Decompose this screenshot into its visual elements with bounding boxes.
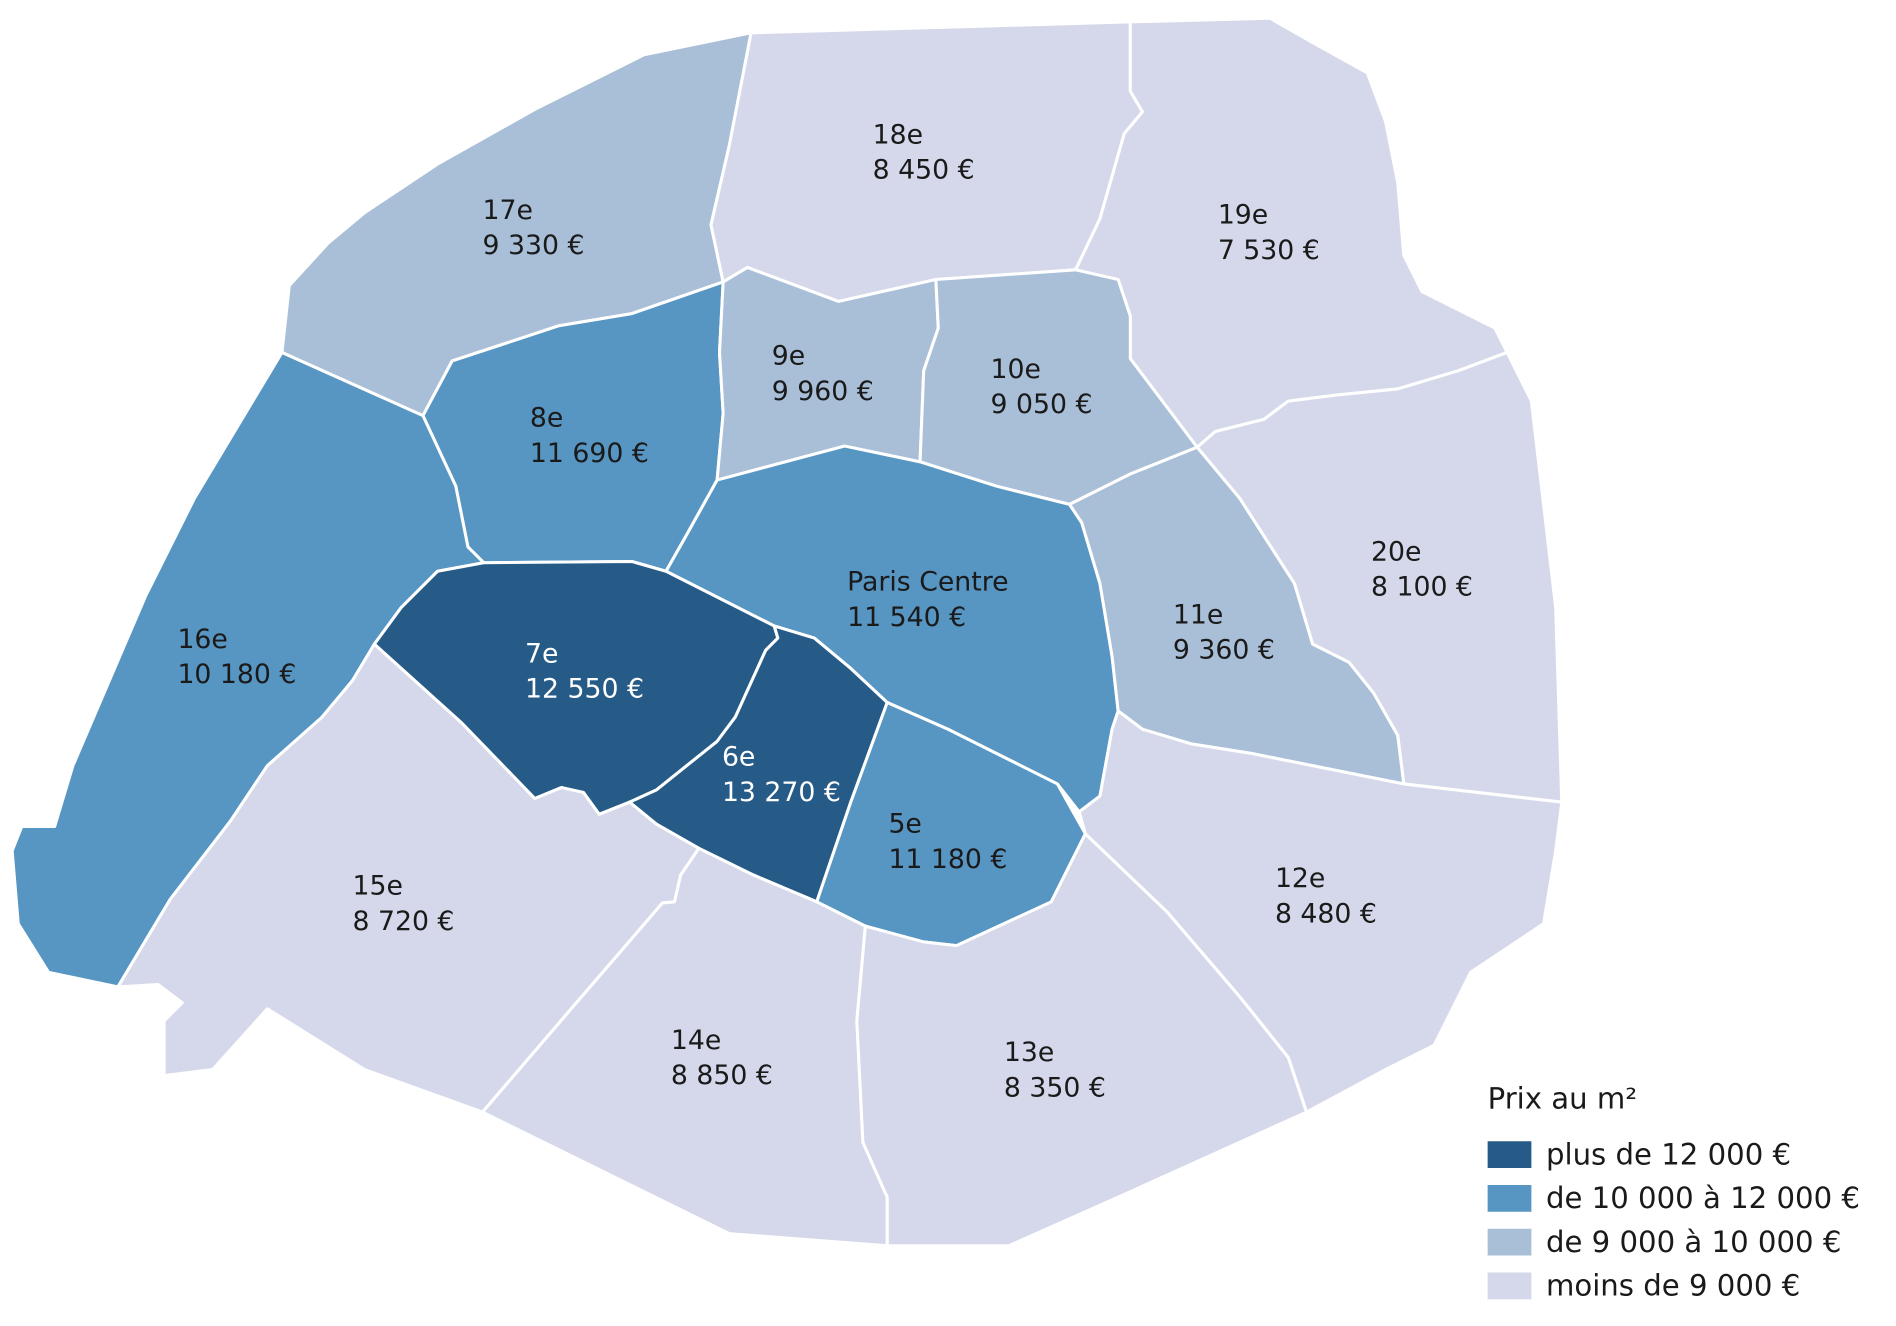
district-name: 16e bbox=[177, 624, 227, 655]
district-name: 9e bbox=[772, 341, 805, 372]
district-name: 5e bbox=[888, 809, 921, 840]
district-name: 7e bbox=[525, 638, 558, 669]
district-price: 9 360 € bbox=[1173, 635, 1275, 666]
district-name: 10e bbox=[991, 354, 1041, 385]
district-name: 12e bbox=[1275, 863, 1325, 894]
district-price: 7 530 € bbox=[1218, 235, 1320, 266]
legend-label: plus de 12 000 € bbox=[1546, 1137, 1791, 1171]
district-name: 17e bbox=[483, 195, 533, 226]
legend-swatch bbox=[1487, 1272, 1532, 1300]
legend-label: de 9 000 à 10 000 € bbox=[1546, 1225, 1841, 1259]
legend-label: de 10 000 à 12 000 € bbox=[1546, 1181, 1860, 1215]
district-name: 18e bbox=[873, 119, 923, 150]
district-name: 20e bbox=[1371, 536, 1421, 567]
district-price: 9 330 € bbox=[483, 230, 585, 261]
labels: 17e 9 330 € 18e 8 450 € 19e 7 530 € 20e 8 100 €… bbox=[177, 119, 1472, 1103]
district-name: 15e bbox=[352, 871, 402, 902]
district-price: 11 540 € bbox=[847, 602, 966, 633]
district-name: Paris Centre bbox=[847, 567, 1008, 598]
district-price: 8 450 € bbox=[873, 155, 975, 186]
legend-swatch bbox=[1487, 1228, 1532, 1256]
district-name: 14e bbox=[671, 1025, 721, 1056]
district-price: 9 960 € bbox=[772, 376, 874, 407]
district-name: 13e bbox=[1004, 1037, 1054, 1068]
district bbox=[116, 642, 701, 1114]
district-price: 9 050 € bbox=[991, 389, 1093, 420]
district-name: 19e bbox=[1218, 200, 1268, 231]
legend-label: moins de 9 000 € bbox=[1546, 1269, 1800, 1303]
district-price: 8 100 € bbox=[1371, 572, 1473, 603]
district-price: 12 550 € bbox=[525, 674, 644, 705]
district-name: 8e bbox=[530, 403, 563, 434]
legend: Prix au m² plus de 12 000 € de 10 000 à 1… bbox=[1487, 1081, 1860, 1303]
legend-title: Prix au m² bbox=[1488, 1081, 1637, 1115]
district-price: 11 180 € bbox=[888, 844, 1007, 875]
district-price: 11 690 € bbox=[530, 438, 649, 469]
district-price: 8 480 € bbox=[1275, 898, 1377, 929]
legend-swatch bbox=[1487, 1185, 1532, 1212]
district bbox=[715, 265, 940, 482]
district-price: 10 180 € bbox=[177, 659, 296, 690]
district bbox=[1077, 709, 1564, 1114]
district-price: 8 350 € bbox=[1004, 1072, 1106, 1103]
district-name: 6e bbox=[722, 742, 755, 773]
districts bbox=[10, 16, 1564, 1248]
legend-swatch bbox=[1487, 1141, 1532, 1168]
district-price: 13 270 € bbox=[722, 777, 841, 808]
district-price: 8 850 € bbox=[671, 1060, 773, 1091]
district-name: 11e bbox=[1173, 600, 1223, 631]
district-price: 8 720 € bbox=[352, 906, 454, 937]
